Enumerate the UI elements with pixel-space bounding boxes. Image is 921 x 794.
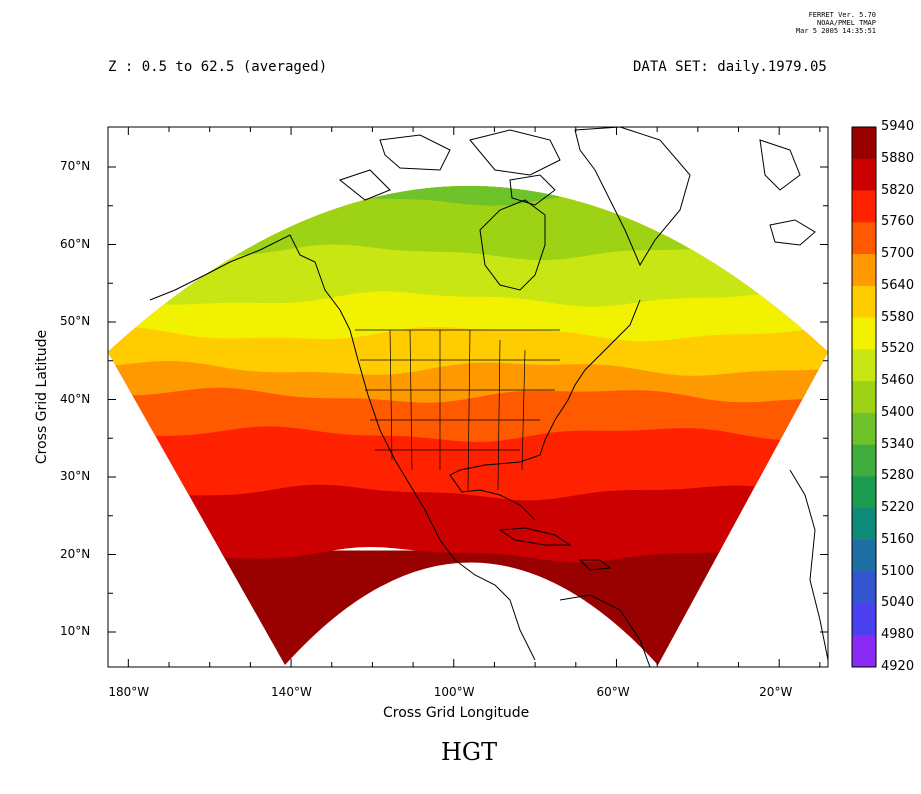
dataset-label: DATA SET: daily.1979.05 (633, 59, 827, 75)
state-border (521, 349, 526, 471)
colorbar-label: 5400 (881, 404, 915, 420)
x-tick-label: 20°W (759, 685, 793, 699)
x-tick-label: 100°W (433, 685, 475, 699)
colorbar-swatch (852, 444, 876, 477)
colorbar-label: 5520 (881, 341, 915, 357)
colorbar-swatch (852, 158, 876, 192)
colorbar-swatch (852, 412, 876, 446)
contour-band (108, 186, 828, 261)
y-tick-label: 10°N (60, 624, 91, 638)
colorbar-swatch (852, 603, 876, 636)
colorbar-label: 5100 (881, 563, 915, 579)
colorbar-swatch (852, 476, 876, 509)
colorbar-label: 5160 (881, 531, 915, 547)
colorbar-label: 5580 (881, 309, 915, 325)
colorbar-swatch (852, 127, 876, 160)
coastline-segment (449, 299, 641, 521)
colorbar-swatch (852, 571, 876, 604)
x-tick-label: 180°W (108, 685, 150, 699)
axis-ticks (108, 127, 828, 667)
state-border (467, 329, 471, 491)
colorbar-label: 5040 (881, 595, 915, 611)
contour-band (108, 186, 828, 206)
y-tick-label: 30°N (60, 469, 91, 483)
colorbar-swatch (852, 539, 876, 573)
colorbar-label: 5820 (881, 182, 915, 198)
ferret-line-1: FERRET Ver. 5.70 (808, 11, 876, 19)
y-tick-label: 40°N (60, 391, 91, 406)
x-tick-label: 60°W (596, 685, 630, 699)
coastline-segment (379, 134, 451, 171)
colorbar-swatch (852, 317, 876, 350)
coastline-segment (789, 469, 828, 661)
y-axis-title: Cross Grid Latitude (34, 329, 50, 465)
ferret-line-2: NOAA/PMEL TMAP (816, 19, 876, 27)
colorbar-swatch (852, 285, 876, 319)
colorbar-swatch (852, 190, 876, 223)
y-tick-label: 50°N (60, 314, 91, 328)
colorbar-swatch (852, 508, 876, 541)
coastline-segment (338, 169, 391, 201)
coastline-segment (759, 139, 801, 191)
coastline-segment (469, 129, 561, 176)
colorbar-label: 4980 (881, 627, 915, 643)
coastline-segment (574, 127, 691, 267)
coastline-segment (578, 559, 612, 571)
coastline-segment (149, 234, 536, 661)
colorbar-label: 5460 (881, 373, 915, 389)
plot-frame (107, 126, 829, 668)
z-range-label: Z : 0.5 to 62.5 (averaged) (108, 59, 328, 75)
coastline-segment (559, 594, 651, 667)
state-border (497, 339, 501, 491)
ferret-line-3: Mar 5 2005 14:35:51 (795, 27, 876, 35)
x-axis-title: Cross Grid Longitude (383, 705, 530, 721)
coastline-segment (479, 199, 546, 291)
colorbar-swatch (852, 254, 876, 287)
variable-title: HGT (441, 738, 498, 766)
coastlines (149, 127, 828, 667)
y-tick-label: 20°N (60, 546, 91, 561)
colorbar-swatch (852, 222, 876, 255)
colorbar-label: 5220 (881, 500, 915, 516)
colorbar-label: 5760 (881, 214, 915, 230)
height-contour-fill (98, 87, 838, 665)
state-border (389, 329, 393, 461)
coastline-segment (769, 219, 816, 246)
coastline-segment (498, 527, 572, 546)
state-border (409, 329, 413, 471)
colorbar (851, 126, 877, 668)
ferret-version-stamp: FERRET Ver. 5.70 NOAA/PMEL TMAP Mar 5 20… (760, 11, 876, 35)
colorbar-label: 5700 (881, 246, 915, 262)
y-tick-label: 60°N (60, 236, 91, 251)
y-tick-label: 70°N (60, 159, 91, 173)
coastline-segment (509, 174, 556, 206)
colorbar-swatch (852, 381, 876, 414)
colorbar-label: 5940 (881, 119, 915, 134)
colorbar-label: 5640 (881, 277, 915, 293)
colorbar-frame (851, 126, 877, 668)
colorbar-label: 5280 (881, 468, 915, 484)
colorbar-swatch (852, 635, 876, 668)
colorbar-label: 5880 (881, 150, 915, 166)
x-tick-label: 140°W (271, 685, 312, 699)
colorbar-swatch (852, 349, 876, 382)
colorbar-label: 4920 (881, 659, 915, 674)
contour-band (98, 87, 838, 128)
colorbar-label: 5340 (881, 436, 915, 452)
